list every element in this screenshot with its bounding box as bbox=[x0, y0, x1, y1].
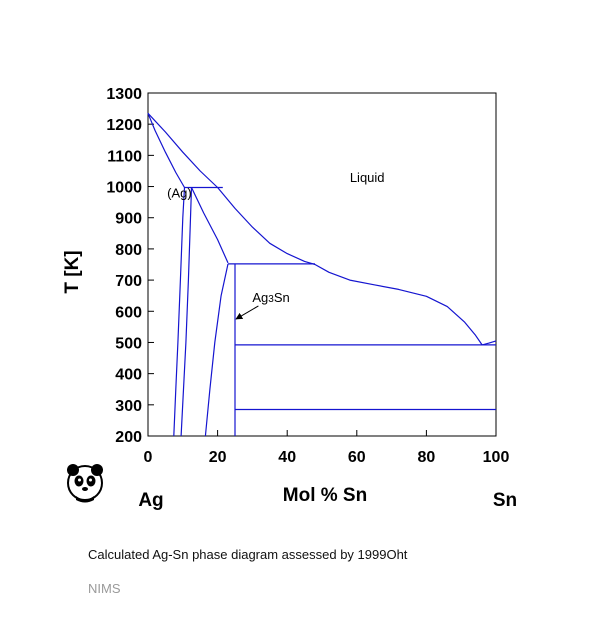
phase-arrow bbox=[235, 305, 259, 320]
y-axis: 200 300 400 500 600 700 800 900 1000 1100 1200 1300 bbox=[106, 86, 154, 446]
phase-boundary-line bbox=[204, 263, 229, 437]
source-label: NIMS bbox=[88, 581, 121, 596]
phase-boundary-line bbox=[173, 187, 186, 437]
phase-boundary-line bbox=[147, 112, 483, 346]
y-tick-label: 900 bbox=[115, 211, 142, 228]
x-tick-label: 20 bbox=[209, 449, 227, 466]
y-tick-label: 500 bbox=[115, 335, 142, 352]
phase-boundary-line bbox=[180, 187, 193, 437]
phase-boundary-line bbox=[190, 187, 229, 264]
phase-boundaries bbox=[147, 112, 497, 437]
element-right-label: Sn bbox=[493, 490, 517, 511]
x-tick-label: 40 bbox=[278, 449, 296, 466]
x-axis-title: Mol % Sn bbox=[283, 485, 367, 506]
y-tick-label: 700 bbox=[115, 273, 142, 290]
plot-frame bbox=[147, 92, 497, 437]
y-tick-label: 200 bbox=[115, 429, 142, 446]
region-labels: Liquid (Ag) Ag3Sn bbox=[167, 170, 385, 320]
y-axis-title: T [K] bbox=[62, 250, 83, 293]
x-tick-label: 100 bbox=[483, 449, 510, 466]
element-left-label: Ag bbox=[138, 490, 163, 511]
y-tick-label: 1200 bbox=[106, 117, 142, 134]
figure-caption: Calculated Ag-Sn phase diagram assessed … bbox=[88, 547, 408, 562]
y-tick-label: 800 bbox=[115, 242, 142, 259]
region-label: Liquid bbox=[350, 170, 385, 185]
phase-boundary-line bbox=[481, 340, 497, 346]
x-tick-label: 80 bbox=[418, 449, 436, 466]
panda-logo-icon bbox=[67, 464, 103, 503]
y-tick-label: 600 bbox=[115, 304, 142, 321]
region-label: (Ag) bbox=[167, 185, 192, 200]
x-tick-label: 60 bbox=[348, 449, 366, 466]
y-tick-label: 1100 bbox=[107, 148, 142, 165]
phase-boundary-line bbox=[147, 113, 186, 188]
y-tick-label: 1300 bbox=[106, 86, 142, 103]
x-tick-label: 0 bbox=[144, 449, 153, 466]
y-tick-label: 300 bbox=[115, 398, 142, 415]
y-tick-label: 400 bbox=[115, 367, 142, 384]
phase-label-ag3sn: Ag3Sn bbox=[252, 290, 289, 305]
x-axis: 0 20 40 60 80 100 bbox=[144, 430, 510, 466]
y-tick-label: 1000 bbox=[106, 180, 142, 197]
